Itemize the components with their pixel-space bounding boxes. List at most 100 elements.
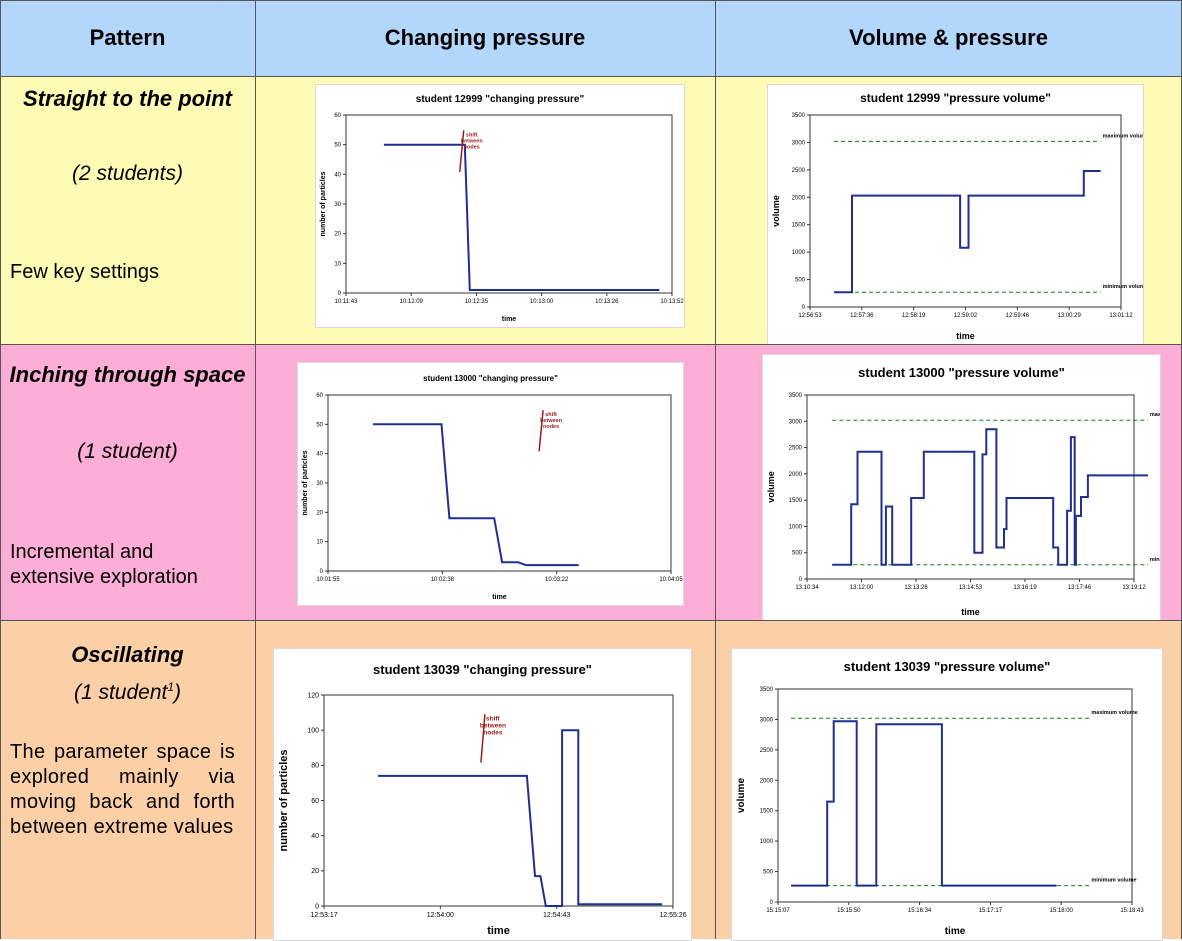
student-count: (1 student) (77, 440, 178, 463)
data-series-line (372, 423, 579, 567)
maximum-volume-label: maximum volume (1103, 133, 1143, 139)
y-tick-label: 2500 (789, 446, 803, 452)
x-tick-label: 15:18:00 (1050, 908, 1074, 914)
grid-line (0, 0, 1, 939)
header-volume-pressure: Volume & pressure (715, 0, 1182, 76)
annotation-word: nodes (483, 729, 503, 736)
student-count: (2 students) (72, 162, 183, 185)
pattern-description: Incremental and extensive exploration (10, 541, 198, 588)
y-axis-label: volume (736, 778, 747, 813)
grid-line (0, 76, 1182, 77)
annotation-label: shift between nodes (480, 715, 506, 736)
y-tick-label: 3500 (789, 393, 803, 399)
y-tick-label: 40 (316, 452, 323, 458)
annotation-marker (538, 410, 544, 452)
grid-line (255, 0, 256, 939)
y-tick-label: 2000 (789, 472, 803, 478)
y-tick-label: 0 (315, 903, 319, 910)
chart-13039-changing-pressure: student 13039 "changing pressure" 0 20 40 60… (273, 648, 692, 941)
header-pattern: Pattern (0, 0, 255, 76)
pattern-name: Oscillating (71, 642, 184, 667)
data-series-line (791, 720, 1057, 887)
annotation-word: between (480, 722, 506, 729)
y-tick-label: 1000 (792, 250, 806, 256)
x-tick-label: 10:13:52 (660, 299, 684, 305)
chart-title: student 13039 "changing pressure" (373, 662, 592, 677)
x-tick-label: 13:10:34 (795, 585, 819, 591)
annotation-word: shift (466, 132, 478, 138)
plot-area (345, 114, 673, 294)
y-tick-label: 0 (802, 305, 806, 311)
chart-title: student 12999 "pressure volume" (860, 91, 1051, 105)
footnote-marker: 1 (167, 680, 175, 694)
x-tick-label: 15:15:07 (766, 908, 790, 914)
plot-area (777, 688, 1133, 903)
plot-area (809, 114, 1122, 308)
y-tick-label: 30 (316, 481, 323, 487)
x-tick-label: 12:54:43 (543, 912, 570, 919)
x-tick-label: 10:04:05 (659, 577, 683, 583)
y-axis-label: number of particles (320, 171, 327, 236)
pattern-description: Few key settings (10, 261, 159, 283)
y-axis-label: volume (771, 195, 781, 227)
annotation-label: shift between nodes (540, 412, 563, 430)
x-tick-label: 13:00:29 (1057, 313, 1081, 319)
student-count-close: ) (174, 681, 182, 704)
plot-area (806, 394, 1135, 580)
x-axis-label: time (502, 316, 517, 323)
y-axis-label: number of particles (302, 450, 309, 515)
grid-line (715, 0, 716, 939)
y-tick-label: 50 (334, 143, 341, 149)
y-tick-label: 1000 (789, 524, 803, 530)
chart-title: student 13000 "changing pressure" (423, 374, 558, 383)
pattern-cell-straight: Straight to the point (2 students) Few k… (0, 76, 255, 344)
chart-13000-changing-pressure: student 13000 "changing pressure" 0 10 20 30… (297, 362, 684, 606)
x-tick-label: 10:13:26 (595, 299, 619, 305)
x-tick-label: 15:15:50 (837, 908, 861, 914)
y-tick-label: 0 (799, 577, 803, 583)
y-tick-label: 20 (334, 232, 341, 238)
maximum-volume-label: maximum volume (1150, 412, 1160, 418)
annotation-word: between (540, 418, 563, 424)
y-tick-label: 2000 (760, 778, 774, 784)
y-tick-label: 80 (311, 763, 319, 770)
x-tick-label: 10:03:22 (545, 577, 569, 583)
y-tick-label: 10 (316, 540, 323, 546)
x-axis-label: time (492, 594, 507, 601)
y-tick-label: 3000 (789, 419, 803, 425)
minimum-volume-label: minimum volume (1103, 284, 1143, 290)
y-tick-label: 2000 (792, 195, 806, 201)
y-tick-label: 120 (307, 692, 319, 699)
y-tick-label: 2500 (792, 168, 806, 174)
header-changing-pressure: Changing pressure (255, 0, 715, 76)
annotation-marker (458, 130, 465, 173)
y-tick-label: 100 (307, 728, 319, 735)
x-tick-label: 15:16:34 (908, 908, 932, 914)
changing-pressure-cell-1: student 12999 "changing pressure" 0 10 20 30… (255, 76, 715, 344)
annotation-word: between (461, 138, 484, 144)
chart-12999-pressure-volume: student 12999 "pressure volume" 0 500 1000 1… (767, 84, 1144, 346)
data-series-line (832, 428, 1148, 566)
pattern-cell-oscillating: Oscillating (1 student1) The parameter s… (0, 620, 255, 939)
x-tick-label: 10:13:00 (530, 299, 554, 305)
y-tick-label: 0 (338, 291, 342, 297)
x-tick-label: 15:18:43 (1120, 908, 1144, 914)
y-tick-label: 1000 (760, 839, 774, 845)
y-axis-label: number of particles (278, 749, 290, 851)
y-tick-label: 3500 (760, 687, 774, 693)
chart-title: student 12999 "changing pressure" (416, 94, 585, 105)
x-tick-label: 13:13:26 (904, 585, 928, 591)
y-tick-label: 0 (320, 569, 324, 575)
x-tick-label: 12:59:46 (1006, 313, 1030, 319)
chart-13000-pressure-volume: student 13000 "pressure volume" 0 500 1000 1… (762, 354, 1161, 622)
x-tick-label: 10:01:55 (316, 577, 340, 583)
data-series-line (383, 143, 660, 291)
grid-line (0, 344, 1182, 345)
annotation-label: shift between nodes (461, 132, 484, 150)
y-tick-label: 40 (334, 172, 341, 178)
pattern-description: The parameter space is explored mainly v… (10, 741, 235, 838)
x-tick-label: 13:19:12 (1122, 585, 1146, 591)
annotation-word: nodes (464, 144, 480, 150)
x-tick-label: 10:02:38 (431, 577, 455, 583)
